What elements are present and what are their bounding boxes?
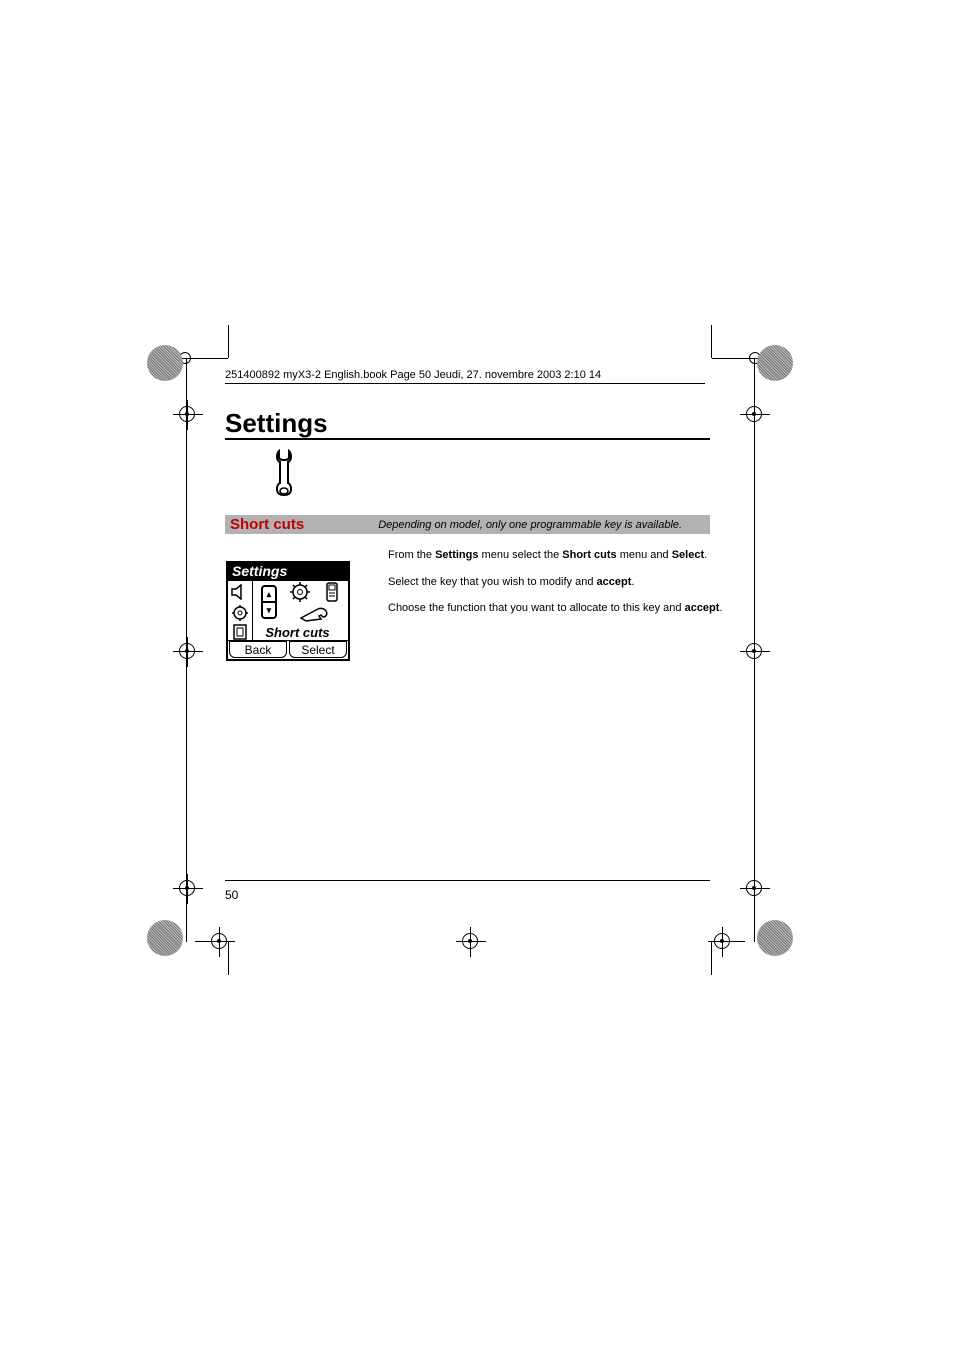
phone-select-softkey: Select [289, 641, 347, 658]
page-number: 50 [225, 888, 238, 902]
color-disc-icon [147, 345, 183, 381]
page-title: Settings [225, 408, 328, 439]
gear-icon [285, 581, 317, 603]
phone-device-icon [316, 581, 348, 603]
footer-rule [225, 880, 710, 881]
phone-caption: Short cuts [253, 623, 348, 641]
gear-small-icon [228, 603, 253, 623]
section-bar: Short cuts Depending on model, only one … [225, 515, 710, 534]
crop-mark [711, 325, 712, 358]
crop-mark [228, 942, 229, 975]
title-rule [225, 438, 710, 440]
scroll-icon: ▴▾ [253, 581, 285, 623]
section-title: Short cuts [225, 516, 304, 533]
phone-back-softkey: Back [229, 641, 287, 658]
crop-mark [195, 358, 228, 359]
section-note: Depending on model, only one programmabl… [304, 519, 682, 531]
phone-grid: ▴▾ Short cuts [228, 581, 348, 641]
color-disc-icon [757, 345, 793, 381]
crop-mark [711, 942, 712, 975]
body-paragraph-1: From the Settings menu select the Short … [388, 548, 707, 562]
phone-softkeys: Back Select [228, 641, 348, 658]
phone-screenshot: Settings ▴▾ Short cuts [226, 561, 350, 661]
body-paragraph-3: Choose the function that you want to all… [388, 601, 723, 615]
volume-icon [228, 581, 253, 603]
color-disc-icon [147, 920, 183, 956]
crop-mark [228, 325, 229, 358]
settings-wrench-icon [271, 449, 297, 497]
color-disc-icon [757, 920, 793, 956]
phone-header: Settings [228, 563, 348, 581]
page-container: 251400892 myX3-2 English.book Page 50 Je… [0, 0, 954, 1351]
running-header-text: 251400892 myX3-2 English.book Page 50 Je… [225, 369, 601, 381]
crop-mark [712, 358, 745, 359]
wrench-small-icon [285, 603, 348, 623]
body-paragraph-2: Select the key that you wish to modify a… [388, 575, 634, 589]
clipboard-icon [228, 623, 253, 641]
running-header: 251400892 myX3-2 English.book Page 50 Je… [225, 369, 705, 384]
